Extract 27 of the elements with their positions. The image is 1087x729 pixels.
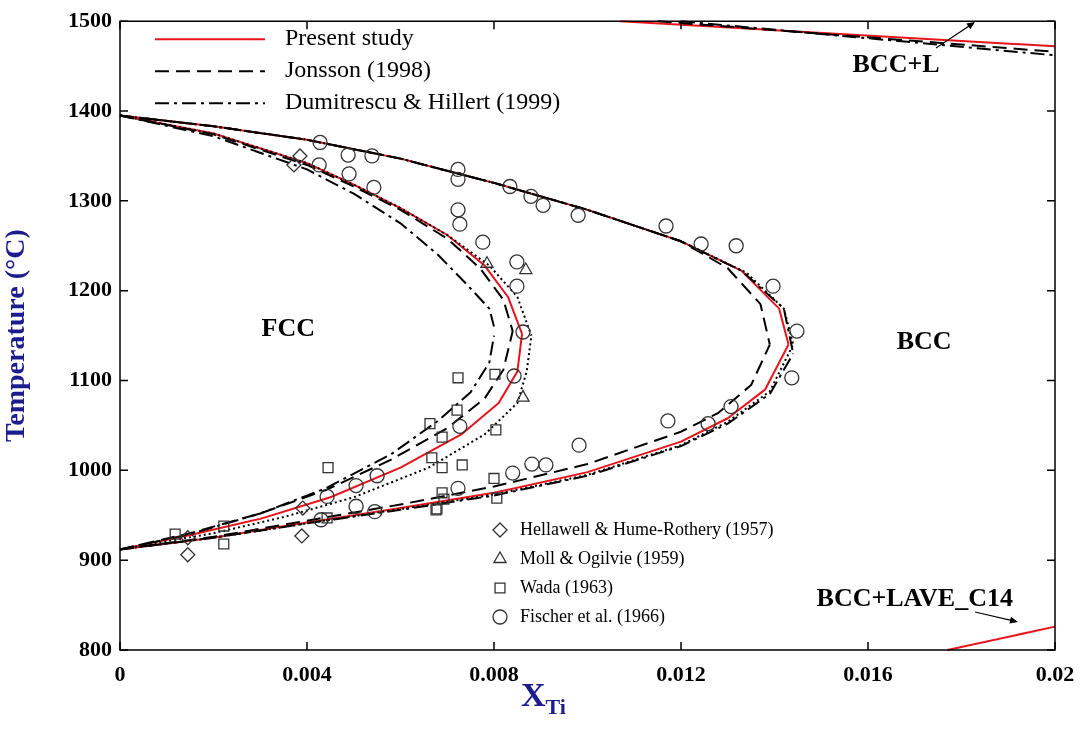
y-tick-label: 1100	[69, 366, 112, 392]
y-tick-label: 1400	[68, 96, 112, 122]
y-axis-title: Temperature (°C)	[0, 229, 31, 442]
y-tick-label: 1200	[68, 276, 112, 302]
legend-label: Jonsson (1998)	[285, 56, 432, 83]
y-tick-label: 800	[79, 635, 112, 661]
x-tick-label: 0.012	[656, 660, 706, 686]
x-tick-label: 0.008	[469, 660, 519, 686]
legend-label: Present study	[285, 24, 414, 51]
y-tick-label: 900	[79, 545, 112, 571]
annotation: FCC	[261, 313, 316, 343]
legend-label: Wada (1963)	[520, 576, 614, 598]
annotation: BCC	[896, 325, 952, 355]
legend-label: Dumitrescu & Hillert (1999)	[285, 88, 561, 115]
annotation: BCC+L	[852, 48, 940, 78]
legend-label: Hellawell & Hume-Rothery (1957)	[520, 518, 774, 540]
x-axis-title: X$_{Ti}$	[521, 676, 566, 719]
y-tick-label: 1500	[68, 6, 112, 32]
x-tick-label: 0.016	[843, 660, 893, 686]
x-tick-label: 0.02	[1035, 660, 1075, 686]
x-tick-label: 0	[114, 660, 126, 686]
legend-label: Fischer et al. (1966)	[520, 605, 665, 627]
y-tick-label: 1000	[68, 456, 112, 482]
y-tick-label: 1300	[68, 186, 112, 212]
x-tick-label: 0.004	[282, 660, 332, 686]
legend-label: Moll & Ogilvie (1959)	[520, 547, 685, 569]
annotation: BCC+LAVE_C14	[816, 583, 1013, 613]
